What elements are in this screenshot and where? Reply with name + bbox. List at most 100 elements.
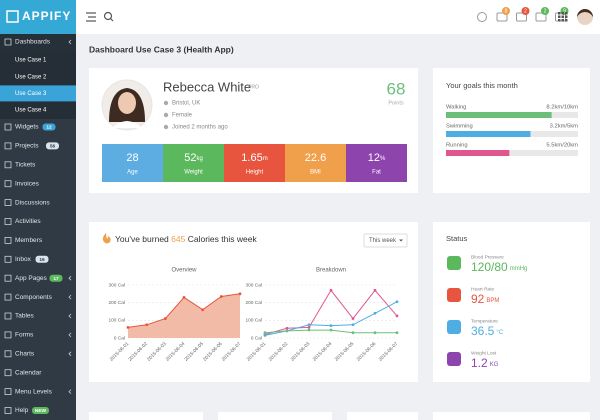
- submenu-item[interactable]: Use Case 1: [15, 58, 47, 64]
- heading-text: You've burned: [115, 234, 169, 244]
- card-partial: [89, 412, 203, 420]
- menu-icon: [4, 312, 12, 320]
- chart-title: Breakdown: [316, 268, 346, 274]
- points-label: Points: [388, 100, 404, 106]
- badge: [521, 7, 530, 15]
- status-number: 36.5: [471, 324, 495, 338]
- menu-item[interactable]: Forms: [15, 332, 34, 339]
- detail-icon: [163, 100, 169, 106]
- chevron: [68, 275, 72, 281]
- menu-toggle[interactable]: [86, 12, 96, 22]
- goal-label: Walking: [446, 105, 466, 111]
- flame-icon: [102, 233, 111, 244]
- menu-item[interactable]: Widgets: [15, 124, 39, 131]
- y-tick-label: 300 Cal: [108, 282, 125, 288]
- menu-badge-text: 17: [53, 276, 59, 282]
- stat-number: 52: [184, 152, 196, 164]
- menu-icon: [4, 350, 12, 358]
- status-value: 120/80 mmHg: [471, 260, 527, 274]
- progress-track: [446, 150, 578, 156]
- submenu: [0, 51, 76, 119]
- menu-item[interactable]: Members: [15, 237, 43, 244]
- menu-item[interactable]: App Pages: [15, 275, 48, 282]
- point: [373, 331, 377, 335]
- period-dropdown[interactable]: [363, 233, 408, 248]
- menu-item[interactable]: Tickets: [15, 162, 36, 169]
- chevron: [68, 294, 72, 300]
- menu-item[interactable]: Dashboards: [15, 39, 51, 46]
- stat-label: Age: [127, 170, 138, 176]
- menu-item[interactable]: Projects: [15, 143, 39, 150]
- stat-box: [224, 144, 285, 182]
- menu-item[interactable]: Charts: [15, 351, 35, 358]
- user-avatar[interactable]: [577, 9, 593, 25]
- goals-card: [433, 68, 590, 193]
- goal-progress: 5.5km/20km: [546, 143, 578, 149]
- menu-icon: [4, 38, 12, 46]
- badge-count: 8: [505, 9, 508, 15]
- menu-badge-text: 56: [50, 143, 56, 149]
- dropdown-caret: [399, 239, 403, 242]
- status-unit: KG: [490, 362, 499, 368]
- menu-badge: [32, 407, 49, 414]
- stat-label: Height: [246, 170, 264, 176]
- apps-icon[interactable]: [558, 12, 568, 22]
- point: [307, 326, 311, 329]
- stat-label: Weight: [184, 170, 203, 176]
- menu-item[interactable]: Discussions: [15, 199, 50, 206]
- info-icon[interactable]: [477, 12, 487, 22]
- badge: [502, 7, 510, 15]
- y-tick-label: 0 Cal: [251, 335, 262, 341]
- stat-label: Fat: [372, 170, 381, 176]
- status-icon: [447, 288, 461, 302]
- stat-value: 12%: [368, 152, 386, 164]
- goal-progress: 3.2km/5km: [550, 124, 579, 130]
- stat-value: 22.6: [305, 152, 326, 164]
- point: [329, 328, 333, 332]
- logo-block: [0, 0, 76, 34]
- status-number: 120/80: [471, 260, 508, 274]
- status-icon: [447, 320, 461, 334]
- menu-icon: [4, 369, 12, 377]
- menu-icon: [4, 199, 12, 207]
- point: [201, 308, 205, 312]
- search-button[interactable]: [103, 11, 114, 22]
- point: [238, 292, 242, 296]
- menu-item[interactable]: Help: [15, 407, 29, 414]
- status-label: Heart Rate: [471, 286, 495, 292]
- y-tick-label: 300 Cal: [245, 282, 262, 288]
- submenu-item[interactable]: Use Case 3: [15, 91, 47, 97]
- menu-icon: [4, 180, 12, 188]
- dropdown-label: This week: [369, 238, 397, 244]
- menu-item[interactable]: Menu Levels: [15, 388, 53, 395]
- menu-item[interactable]: Inbox: [15, 256, 32, 263]
- menu-item[interactable]: Activities: [15, 218, 41, 225]
- point: [182, 295, 186, 299]
- menu-item[interactable]: Components: [15, 294, 53, 301]
- menu-badge: [35, 255, 49, 263]
- notification-icon[interactable]: [516, 12, 527, 22]
- notification-icon[interactable]: [535, 12, 547, 22]
- submenu-item[interactable]: Use Case 2: [15, 74, 47, 80]
- menu-icon: [4, 388, 12, 396]
- menu-badge-text: 16: [39, 257, 45, 263]
- chevron: [68, 332, 72, 338]
- stat-number: 22.6: [305, 152, 326, 164]
- stat-box: [346, 144, 407, 182]
- stat-box: [285, 144, 346, 182]
- menu-item[interactable]: Calendar: [15, 369, 42, 376]
- submenu-item[interactable]: Use Case 4: [15, 108, 47, 114]
- notification-icon[interactable]: [496, 12, 508, 22]
- menu-icon: [4, 123, 12, 131]
- goal-label: Running: [446, 143, 468, 149]
- point: [351, 331, 355, 335]
- status-icon: [447, 256, 461, 270]
- progress-bar: [446, 131, 531, 137]
- menu-item[interactable]: Invoices: [15, 180, 40, 187]
- point: [351, 323, 355, 327]
- point: [163, 317, 167, 320]
- point: [329, 324, 333, 328]
- menu-item[interactable]: Tables: [15, 313, 35, 320]
- point: [263, 331, 267, 335]
- badge: [541, 7, 549, 15]
